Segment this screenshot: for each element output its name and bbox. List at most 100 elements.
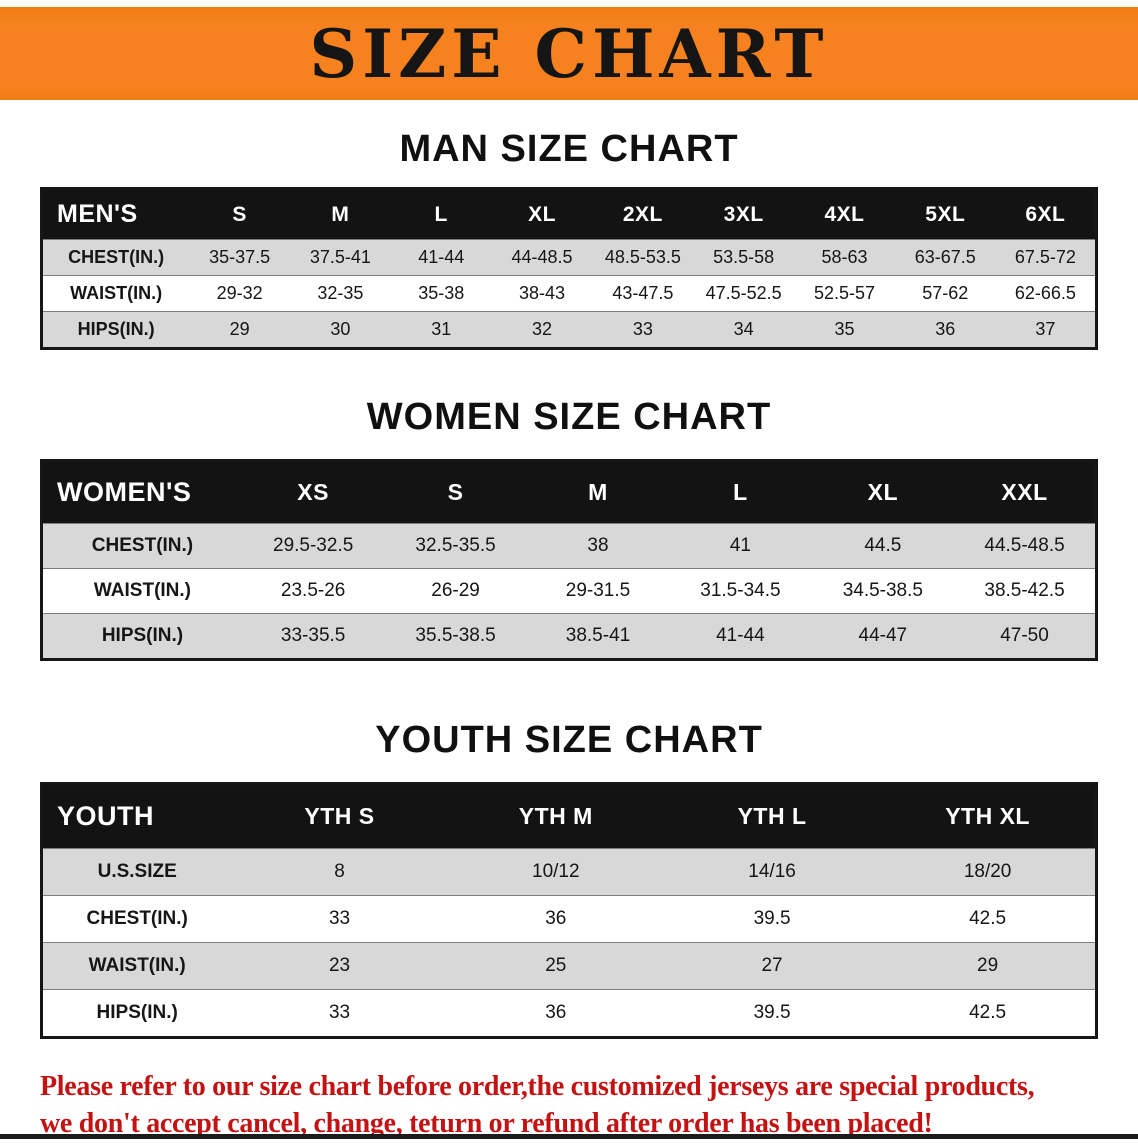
- size-header-cell: 5XL: [894, 188, 996, 240]
- value-cell: 37: [995, 311, 1097, 349]
- measure-label-cell: WAIST(IN.): [41, 568, 242, 614]
- value-cell: 34: [693, 311, 795, 349]
- value-cell: 36: [894, 311, 996, 349]
- value-cell: 44.5: [811, 523, 955, 569]
- size-header-cell: L: [669, 460, 812, 524]
- value-cell: 33: [231, 895, 448, 943]
- value-cell: 62-66.5: [995, 275, 1097, 312]
- table-title-cell: WOMEN'S: [41, 460, 242, 524]
- size-header-cell: XL: [811, 460, 955, 524]
- table-row: CHEST(IN.) 35-37.5 37.5-41 41-44 44-48.5 48.5…: [41, 239, 1097, 276]
- measure-label-cell: HIPS(IN.): [41, 311, 190, 349]
- table-row: HIPS(IN.) 33 36 39.5 42.5: [41, 989, 1097, 1038]
- value-cell: 10/12: [447, 848, 664, 896]
- value-cell: 57-62: [894, 275, 996, 312]
- value-cell: 23: [231, 942, 448, 990]
- measure-label-cell: WAIST(IN.): [41, 942, 232, 990]
- size-header-cell: M: [526, 460, 670, 524]
- value-cell: 34.5-38.5: [811, 568, 955, 614]
- measure-label-cell: HIPS(IN.): [41, 613, 242, 660]
- value-cell: 41: [669, 523, 812, 569]
- value-cell: 47.5-52.5: [693, 275, 795, 312]
- value-cell: 33: [231, 989, 448, 1038]
- table-row: HIPS(IN.) 29 30 31 32 33 34 35 36 37: [41, 311, 1097, 349]
- table-row: CHEST(IN.) 33 36 39.5 42.5: [41, 895, 1097, 943]
- size-header-cell: 6XL: [995, 188, 1097, 240]
- women-size-table: WOMEN'S XS S M L XL XXL CHEST(IN.) 29.5-32.5 32.5…: [40, 459, 1098, 661]
- bottom-border-bar: [0, 1134, 1138, 1139]
- size-header-cell: YTH S: [231, 783, 448, 849]
- value-cell: 63-67.5: [894, 239, 996, 276]
- value-cell: 67.5-72: [995, 239, 1097, 276]
- men-section-heading: MAN SIZE CHART: [399, 128, 739, 170]
- table-header-row: MEN'S S M L XL 2XL 3XL 4XL 5XL 6XL: [41, 188, 1097, 240]
- women-section-heading: WOMEN SIZE CHART: [366, 396, 772, 438]
- value-cell: 44-47: [811, 613, 955, 660]
- table-row: CHEST(IN.) 29.5-32.5 32.5-35.5 38 41 44.5 44.5…: [41, 523, 1097, 569]
- value-cell: 47-50: [954, 613, 1097, 660]
- value-cell: 44-48.5: [491, 239, 593, 276]
- value-cell: 53.5-58: [693, 239, 795, 276]
- youth-section-heading: YOUTH SIZE CHART: [375, 719, 763, 761]
- value-cell: 43-47.5: [592, 275, 694, 312]
- value-cell: 41-44: [390, 239, 492, 276]
- size-header-cell: 2XL: [592, 188, 694, 240]
- men-size-table: MEN'S S M L XL 2XL 3XL 4XL 5XL 6XL CHEST(IN.) 35-37…: [40, 187, 1098, 350]
- men-section: MAN SIZE CHART MEN'S S M L XL 2XL 3XL 4XL 5XL 6XL…: [0, 128, 1138, 350]
- value-cell: 33: [592, 311, 694, 349]
- banner-title: SIZE CHART: [309, 14, 829, 93]
- measure-label-cell: WAIST(IN.): [41, 275, 190, 312]
- value-cell: 38.5-41: [526, 613, 670, 660]
- size-header-cell: YTH L: [663, 783, 881, 849]
- size-header-cell: YTH M: [447, 783, 664, 849]
- women-section: WOMEN SIZE CHART WOMEN'S XS S M L XL XXL CHEST(…: [0, 396, 1138, 661]
- value-cell: 48.5-53.5: [592, 239, 694, 276]
- value-cell: 38.5-42.5: [954, 568, 1097, 614]
- disclaimer-note: Please refer to our size chart before or…: [40, 1069, 1098, 1143]
- value-cell: 26-29: [384, 568, 527, 614]
- value-cell: 35.5-38.5: [384, 613, 527, 660]
- value-cell: 42.5: [880, 989, 1097, 1038]
- value-cell: 35-37.5: [189, 239, 290, 276]
- size-header-cell: XL: [491, 188, 593, 240]
- value-cell: 35: [794, 311, 895, 349]
- value-cell: 39.5: [663, 989, 881, 1038]
- table-row: HIPS(IN.) 33-35.5 35.5-38.5 38.5-41 41-44 44-…: [41, 613, 1097, 660]
- size-header-cell: 4XL: [794, 188, 895, 240]
- value-cell: 38: [526, 523, 670, 569]
- value-cell: 44.5-48.5: [954, 523, 1097, 569]
- table-row: WAIST(IN.) 23 25 27 29: [41, 942, 1097, 990]
- value-cell: 29: [189, 311, 290, 349]
- value-cell: 33-35.5: [241, 613, 385, 660]
- value-cell: 36: [447, 989, 664, 1038]
- size-header-cell: S: [384, 460, 527, 524]
- size-header-cell: XS: [241, 460, 385, 524]
- measure-label-cell: CHEST(IN.): [41, 239, 190, 276]
- size-header-cell: M: [290, 188, 391, 240]
- value-cell: 30: [290, 311, 391, 349]
- value-cell: 18/20: [880, 848, 1097, 896]
- value-cell: 14/16: [663, 848, 881, 896]
- value-cell: 36: [447, 895, 664, 943]
- size-header-cell: XXL: [954, 460, 1097, 524]
- value-cell: 23.5-26: [241, 568, 385, 614]
- youth-section: YOUTH SIZE CHART YOUTH YTH S YTH M YTH L YTH…: [0, 719, 1138, 1039]
- table-row: WAIST(IN.) 23.5-26 26-29 29-31.5 31.5-34.5 34…: [41, 568, 1097, 614]
- value-cell: 29-32: [189, 275, 290, 312]
- value-cell: 37.5-41: [290, 239, 391, 276]
- value-cell: 31: [390, 311, 492, 349]
- banner: SIZE CHART: [0, 7, 1138, 100]
- value-cell: 32.5-35.5: [384, 523, 527, 569]
- size-chart-page: SIZE CHART MAN SIZE CHART MEN'S S M L XL 2XL 3…: [0, 7, 1138, 1143]
- measure-label-cell: U.S.SIZE: [41, 848, 232, 896]
- youth-size-table: YOUTH YTH S YTH M YTH L YTH XL U.S.SIZE 8 10/12…: [40, 782, 1098, 1039]
- table-row: U.S.SIZE 8 10/12 14/16 18/20: [41, 848, 1097, 896]
- size-header-cell: S: [189, 188, 290, 240]
- value-cell: 29: [880, 942, 1097, 990]
- value-cell: 29.5-32.5: [241, 523, 385, 569]
- table-row: WAIST(IN.) 29-32 32-35 35-38 38-43 43-47.5 47.…: [41, 275, 1097, 312]
- value-cell: 8: [231, 848, 448, 896]
- table-title-cell: MEN'S: [41, 188, 190, 240]
- table-title-cell: YOUTH: [41, 783, 232, 849]
- value-cell: 27: [663, 942, 881, 990]
